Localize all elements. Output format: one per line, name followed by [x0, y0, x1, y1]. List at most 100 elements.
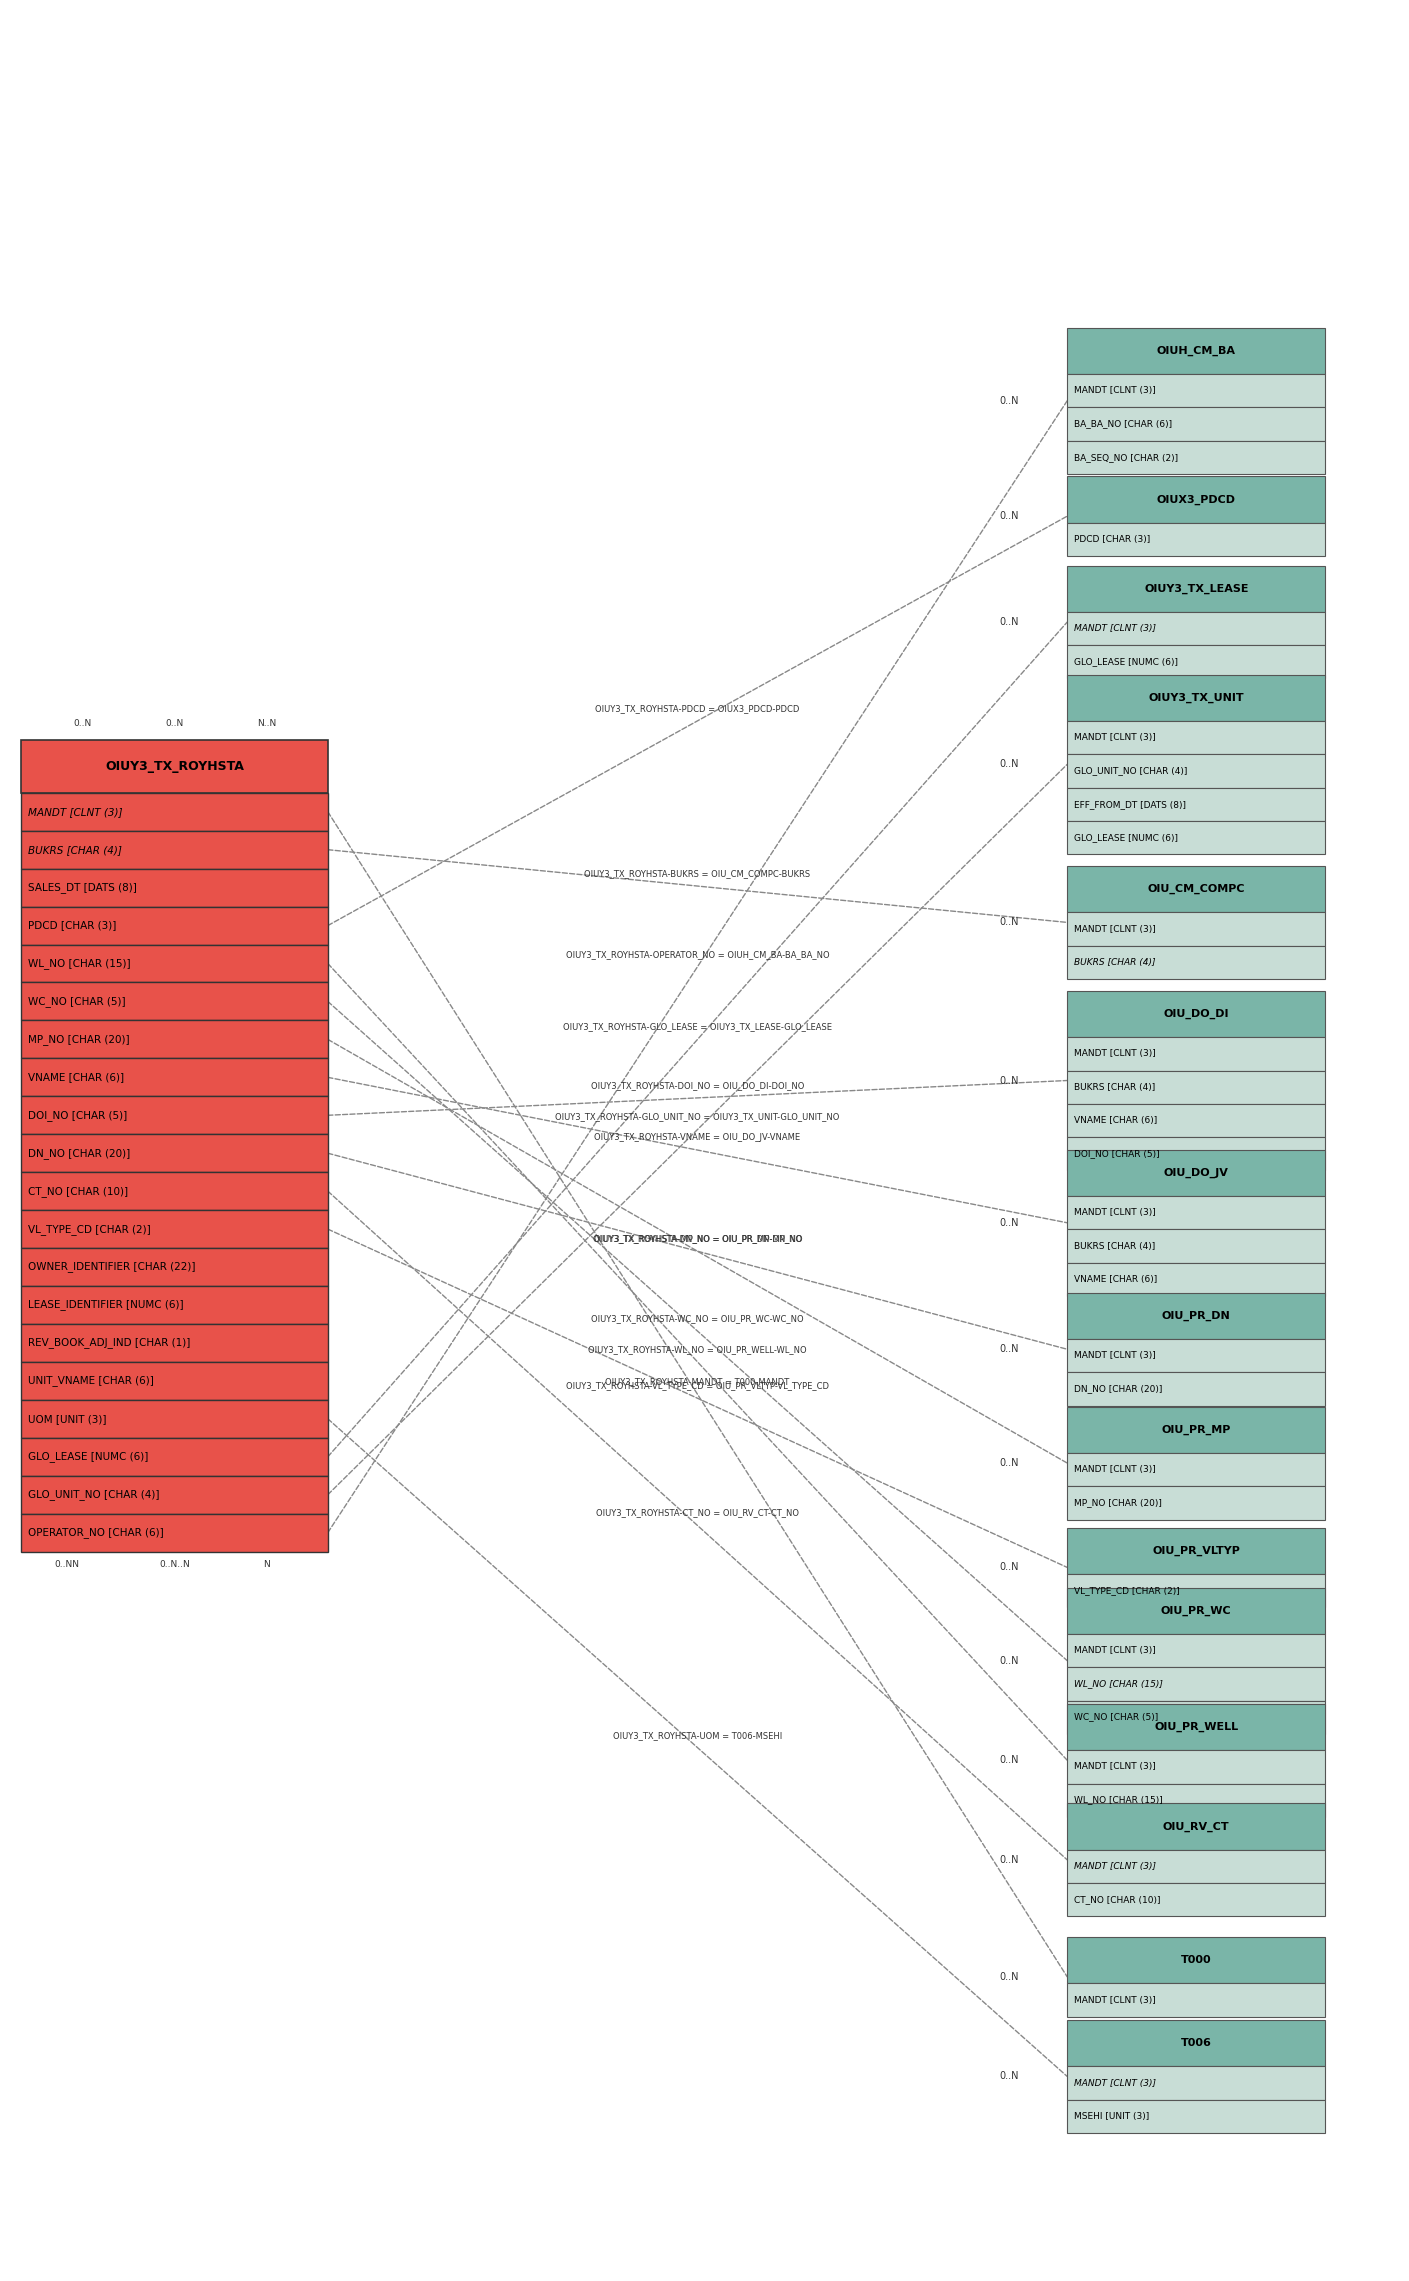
- Text: SALES_DT [DATS (8)]: SALES_DT [DATS (8)]: [28, 883, 137, 894]
- Text: OIU_DO_DI: OIU_DO_DI: [1164, 1008, 1229, 1020]
- FancyBboxPatch shape: [1067, 1574, 1326, 1608]
- FancyBboxPatch shape: [1067, 1804, 1326, 1850]
- Text: MANDT [CLNT (3)]: MANDT [CLNT (3)]: [1074, 385, 1155, 395]
- Text: 0..N: 0..N: [999, 1854, 1019, 1866]
- Text: N: N: [263, 1560, 269, 1569]
- FancyBboxPatch shape: [1067, 374, 1326, 408]
- Text: BUKRS [CHAR (4)]: BUKRS [CHAR (4)]: [28, 844, 121, 855]
- Text: 0..N: 0..N: [999, 1218, 1019, 1227]
- FancyBboxPatch shape: [21, 1058, 328, 1097]
- FancyBboxPatch shape: [1067, 1884, 1326, 1916]
- Text: MANDT [CLNT (3)]: MANDT [CLNT (3)]: [1074, 1996, 1155, 2005]
- Text: OIUX3_PDCD: OIUX3_PDCD: [1157, 495, 1236, 504]
- Text: BA_SEQ_NO [CHAR (2)]: BA_SEQ_NO [CHAR (2)]: [1074, 452, 1178, 461]
- FancyBboxPatch shape: [21, 1134, 328, 1172]
- Text: DN_NO [CHAR (20)]: DN_NO [CHAR (20)]: [28, 1147, 130, 1159]
- FancyBboxPatch shape: [1067, 1150, 1326, 1195]
- Text: OIUY3_TX_ROYHSTA-CT_NO = OIU_RV_CT-CT_NO: OIUY3_TX_ROYHSTA-CT_NO = OIU_RV_CT-CT_NO: [596, 1508, 799, 1517]
- FancyBboxPatch shape: [21, 739, 328, 794]
- Text: OIUH_CM_BA: OIUH_CM_BA: [1157, 347, 1236, 356]
- Text: OIUY3_TX_ROYHSTA-WL_NO = OIU_PR_WELL-WL_NO: OIUY3_TX_ROYHSTA-WL_NO = OIU_PR_WELL-WL_…: [588, 1346, 807, 1355]
- Text: CT_NO [CHAR (10)]: CT_NO [CHAR (10)]: [28, 1186, 128, 1198]
- Text: VNAME [CHAR (6)]: VNAME [CHAR (6)]: [28, 1072, 124, 1083]
- FancyBboxPatch shape: [1067, 1038, 1326, 1070]
- FancyBboxPatch shape: [1067, 328, 1326, 374]
- Text: OIUY3_TX_LEASE: OIUY3_TX_LEASE: [1144, 584, 1248, 593]
- Text: 0..NN: 0..NN: [55, 1560, 79, 1569]
- FancyBboxPatch shape: [21, 1437, 328, 1476]
- Text: MANDT [CLNT (3)]: MANDT [CLNT (3)]: [1074, 625, 1157, 634]
- Text: BA_BA_NO [CHAR (6)]: BA_BA_NO [CHAR (6)]: [1074, 420, 1172, 429]
- Text: UOM [UNIT (3)]: UOM [UNIT (3)]: [28, 1414, 106, 1423]
- Text: PDCD [CHAR (3)]: PDCD [CHAR (3)]: [1074, 534, 1151, 543]
- FancyBboxPatch shape: [1067, 675, 1326, 721]
- FancyBboxPatch shape: [21, 1097, 328, 1134]
- Text: OIUY3_TX_ROYHSTA-OPERATOR_NO = OIUH_CM_BA-BA_BA_NO: OIUY3_TX_ROYHSTA-OPERATOR_NO = OIUH_CM_B…: [565, 949, 830, 958]
- Text: 0..N: 0..N: [999, 1077, 1019, 1086]
- Text: OIU_DO_JV: OIU_DO_JV: [1164, 1168, 1229, 1177]
- FancyBboxPatch shape: [1067, 1373, 1326, 1405]
- Text: REV_BOOK_ADJ_IND [CHAR (1)]: REV_BOOK_ADJ_IND [CHAR (1)]: [28, 1337, 190, 1348]
- Text: MANDT [CLNT (3)]: MANDT [CLNT (3)]: [1074, 1350, 1155, 1359]
- Text: MANDT [CLNT (3)]: MANDT [CLNT (3)]: [1074, 1763, 1155, 1772]
- FancyBboxPatch shape: [1067, 1784, 1326, 1816]
- FancyBboxPatch shape: [21, 1476, 328, 1515]
- Text: GLO_UNIT_NO [CHAR (4)]: GLO_UNIT_NO [CHAR (4)]: [28, 1489, 159, 1501]
- Text: OIUY3_TX_ROYHSTA-DN_NO = OIU_PR_DN-DN_NO: OIUY3_TX_ROYHSTA-DN_NO = OIU_PR_DN-DN_NO: [593, 1234, 802, 1243]
- FancyBboxPatch shape: [1067, 611, 1326, 646]
- Text: GLO_LEASE [NUMC (6)]: GLO_LEASE [NUMC (6)]: [28, 1451, 148, 1462]
- Text: 0..N: 0..N: [999, 395, 1019, 406]
- FancyBboxPatch shape: [21, 1515, 328, 1551]
- Text: OIUY3_TX_ROYHSTA-DOI_NO = OIU_DO_DI-DOI_NO: OIUY3_TX_ROYHSTA-DOI_NO = OIU_DO_DI-DOI_…: [590, 1081, 805, 1090]
- Text: GLO_LEASE [NUMC (6)]: GLO_LEASE [NUMC (6)]: [1074, 657, 1178, 666]
- FancyBboxPatch shape: [1067, 947, 1326, 979]
- Text: LEASE_IDENTIFIER [NUMC (6)]: LEASE_IDENTIFIER [NUMC (6)]: [28, 1300, 183, 1312]
- Text: DN_NO [CHAR (20)]: DN_NO [CHAR (20)]: [1074, 1385, 1162, 1394]
- Text: OIUY3_TX_ROYHSTA-MP_NO = OIU_PR_MP-MP_NO: OIUY3_TX_ROYHSTA-MP_NO = OIU_PR_MP-MP_NO: [593, 1234, 802, 1243]
- Text: 0..N: 0..N: [999, 917, 1019, 928]
- Text: VNAME [CHAR (6)]: VNAME [CHAR (6)]: [1074, 1275, 1157, 1284]
- FancyBboxPatch shape: [1067, 1070, 1326, 1104]
- Text: OIU_PR_VLTYP: OIU_PR_VLTYP: [1153, 1547, 1240, 1556]
- Text: OIU_PR_WC: OIU_PR_WC: [1161, 1606, 1231, 1615]
- Text: 0..N: 0..N: [999, 511, 1019, 520]
- FancyBboxPatch shape: [1067, 1229, 1326, 1264]
- Text: OIUY3_TX_ROYHSTA-MANDT = T000-MANDT: OIUY3_TX_ROYHSTA-MANDT = T000-MANDT: [606, 1378, 789, 1387]
- FancyBboxPatch shape: [21, 944, 328, 983]
- Text: OIUY3_TX_ROYHSTA-UOM = T006-MSEHI: OIUY3_TX_ROYHSTA-UOM = T006-MSEHI: [613, 1731, 782, 1740]
- Text: OIUY3_TX_ROYHSTA-VNAME = OIU_DO_JV-VNAME: OIUY3_TX_ROYHSTA-VNAME = OIU_DO_JV-VNAME: [595, 1134, 800, 1143]
- Text: GLO_UNIT_NO [CHAR (4)]: GLO_UNIT_NO [CHAR (4)]: [1074, 766, 1188, 776]
- Text: WC_NO [CHAR (5)]: WC_NO [CHAR (5)]: [28, 997, 125, 1006]
- FancyBboxPatch shape: [1067, 2101, 1326, 2133]
- Text: WL_NO [CHAR (15)]: WL_NO [CHAR (15)]: [1074, 1795, 1162, 1804]
- Text: UNIT_VNAME [CHAR (6)]: UNIT_VNAME [CHAR (6)]: [28, 1375, 154, 1387]
- FancyBboxPatch shape: [1067, 566, 1326, 611]
- FancyBboxPatch shape: [1067, 1850, 1326, 1884]
- FancyBboxPatch shape: [21, 1248, 328, 1286]
- Text: 0..N: 0..N: [999, 2071, 1019, 2083]
- Text: OIUY3_TX_ROYHSTA-GLO_LEASE = OIUY3_TX_LEASE-GLO_LEASE: OIUY3_TX_ROYHSTA-GLO_LEASE = OIUY3_TX_LE…: [564, 1022, 833, 1031]
- FancyBboxPatch shape: [1067, 1750, 1326, 1784]
- Text: MP_NO [CHAR (20)]: MP_NO [CHAR (20)]: [1074, 1499, 1162, 1508]
- Text: MANDT [CLNT (3)]: MANDT [CLNT (3)]: [1074, 924, 1155, 933]
- FancyBboxPatch shape: [1067, 646, 1326, 677]
- Text: 0..N: 0..N: [999, 618, 1019, 627]
- Text: T000: T000: [1181, 1955, 1212, 1966]
- Text: PDCD [CHAR (3)]: PDCD [CHAR (3)]: [28, 922, 117, 931]
- FancyBboxPatch shape: [21, 1286, 328, 1323]
- Text: WC_NO [CHAR (5)]: WC_NO [CHAR (5)]: [1074, 1713, 1158, 1722]
- FancyBboxPatch shape: [1067, 755, 1326, 787]
- FancyBboxPatch shape: [1067, 477, 1326, 522]
- FancyBboxPatch shape: [1067, 1667, 1326, 1702]
- Text: OIU_RV_CT: OIU_RV_CT: [1162, 1823, 1230, 1832]
- FancyBboxPatch shape: [1067, 440, 1326, 474]
- FancyBboxPatch shape: [1067, 522, 1326, 557]
- FancyBboxPatch shape: [21, 983, 328, 1020]
- Text: EFF_FROM_DT [DATS (8)]: EFF_FROM_DT [DATS (8)]: [1074, 801, 1186, 810]
- Text: BUKRS [CHAR (4)]: BUKRS [CHAR (4)]: [1074, 1083, 1155, 1093]
- FancyBboxPatch shape: [1067, 1528, 1326, 1574]
- FancyBboxPatch shape: [1067, 1588, 1326, 1633]
- Text: 0..N: 0..N: [999, 1562, 1019, 1572]
- FancyBboxPatch shape: [21, 1211, 328, 1248]
- FancyBboxPatch shape: [21, 1362, 328, 1401]
